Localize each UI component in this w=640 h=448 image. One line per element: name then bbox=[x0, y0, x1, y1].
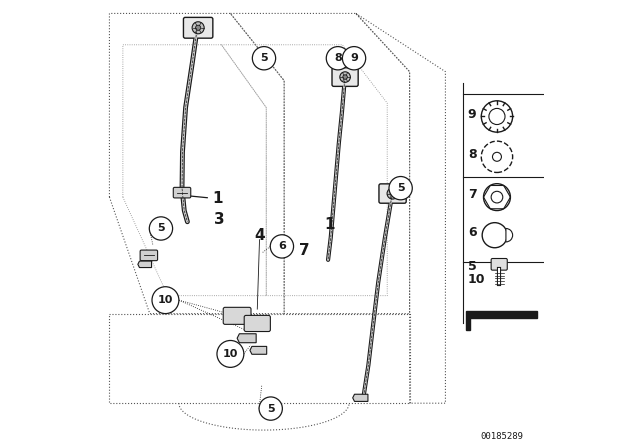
Text: 7: 7 bbox=[299, 243, 310, 258]
Text: 00185289: 00185289 bbox=[480, 432, 523, 441]
Polygon shape bbox=[138, 261, 152, 267]
Text: 1: 1 bbox=[212, 190, 223, 206]
FancyBboxPatch shape bbox=[332, 68, 358, 86]
Circle shape bbox=[389, 177, 412, 200]
Circle shape bbox=[387, 188, 398, 199]
Circle shape bbox=[491, 191, 503, 203]
Circle shape bbox=[493, 152, 502, 161]
Circle shape bbox=[390, 191, 395, 196]
Polygon shape bbox=[237, 334, 256, 343]
Text: 8: 8 bbox=[334, 53, 342, 63]
Text: 5: 5 bbox=[157, 224, 164, 233]
Text: 5: 5 bbox=[468, 260, 477, 273]
FancyBboxPatch shape bbox=[491, 258, 508, 270]
Text: 9: 9 bbox=[468, 108, 476, 121]
Text: 5: 5 bbox=[267, 404, 275, 414]
Circle shape bbox=[217, 340, 244, 367]
FancyBboxPatch shape bbox=[379, 184, 406, 203]
Circle shape bbox=[340, 72, 350, 82]
Circle shape bbox=[252, 47, 276, 70]
Circle shape bbox=[489, 108, 505, 125]
Circle shape bbox=[196, 25, 201, 30]
Text: 6: 6 bbox=[278, 241, 286, 251]
Text: 5: 5 bbox=[260, 53, 268, 63]
Circle shape bbox=[481, 141, 513, 172]
FancyBboxPatch shape bbox=[173, 187, 191, 198]
Circle shape bbox=[270, 235, 294, 258]
FancyBboxPatch shape bbox=[244, 315, 270, 332]
Circle shape bbox=[343, 75, 348, 79]
Text: 1: 1 bbox=[324, 216, 335, 232]
Circle shape bbox=[481, 101, 513, 132]
FancyBboxPatch shape bbox=[223, 307, 251, 324]
Circle shape bbox=[152, 287, 179, 314]
Text: 6: 6 bbox=[468, 226, 476, 240]
Text: 7: 7 bbox=[468, 188, 477, 202]
Circle shape bbox=[482, 223, 508, 248]
Text: 5: 5 bbox=[397, 183, 404, 193]
Circle shape bbox=[326, 47, 349, 70]
Wedge shape bbox=[506, 228, 513, 242]
Text: 4: 4 bbox=[254, 228, 265, 243]
Text: 8: 8 bbox=[468, 148, 476, 161]
Circle shape bbox=[259, 397, 282, 420]
Circle shape bbox=[192, 22, 204, 34]
Circle shape bbox=[149, 217, 173, 240]
Text: 3: 3 bbox=[214, 212, 225, 227]
Text: 9: 9 bbox=[350, 53, 358, 63]
Polygon shape bbox=[250, 346, 267, 354]
Text: 10: 10 bbox=[468, 272, 485, 286]
Text: 10: 10 bbox=[157, 295, 173, 305]
Circle shape bbox=[342, 47, 365, 70]
FancyBboxPatch shape bbox=[184, 17, 213, 38]
Polygon shape bbox=[353, 394, 368, 401]
FancyBboxPatch shape bbox=[140, 250, 157, 261]
Circle shape bbox=[484, 184, 511, 211]
Text: 10: 10 bbox=[223, 349, 238, 359]
Polygon shape bbox=[466, 311, 538, 330]
